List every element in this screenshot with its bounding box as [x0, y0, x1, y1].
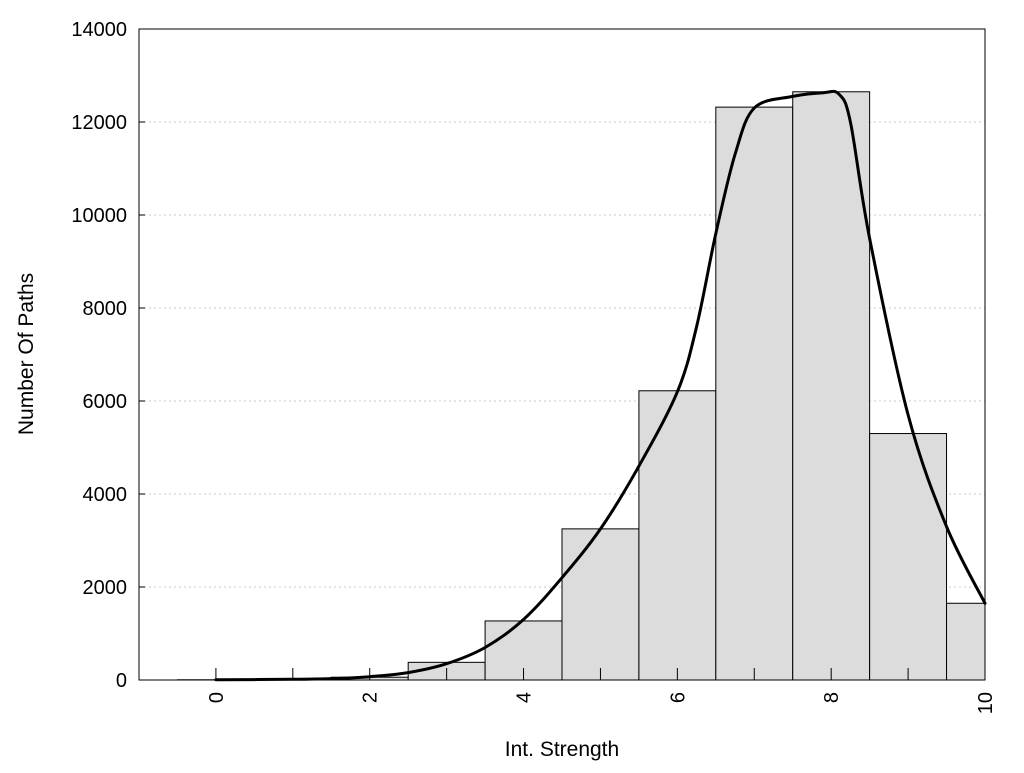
x-tick-label: 4: [514, 692, 536, 703]
y-axis-title: Number Of Paths: [15, 273, 38, 435]
y-tick-label: 2000: [83, 577, 128, 599]
bar: [716, 107, 793, 680]
bar: [870, 434, 947, 680]
bars: [177, 92, 985, 680]
x-tick-label: 2: [360, 692, 382, 703]
y-tick-label: 6000: [83, 391, 128, 413]
y-tick-label: 8000: [83, 298, 128, 320]
y-axis-ticks: 0 2000 4000 6000 8000 10000 12000 14000: [71, 19, 145, 692]
bar: [947, 603, 985, 680]
y-tick-label: 4000: [83, 484, 128, 506]
y-tick-label: 10000: [71, 205, 127, 227]
bar: [639, 391, 716, 680]
x-tick-label: 10: [975, 692, 997, 714]
bar: [562, 529, 639, 680]
y-tick-label: 14000: [71, 19, 127, 41]
y-tick-label: 0: [116, 670, 127, 692]
y-tick-label: 12000: [71, 112, 127, 134]
x-tick-label: 6: [667, 692, 689, 703]
x-tick-label: 0: [206, 692, 228, 703]
x-axis-title: Int. Strength: [505, 738, 619, 761]
bar: [793, 92, 870, 680]
x-tick-label: 8: [821, 692, 843, 703]
